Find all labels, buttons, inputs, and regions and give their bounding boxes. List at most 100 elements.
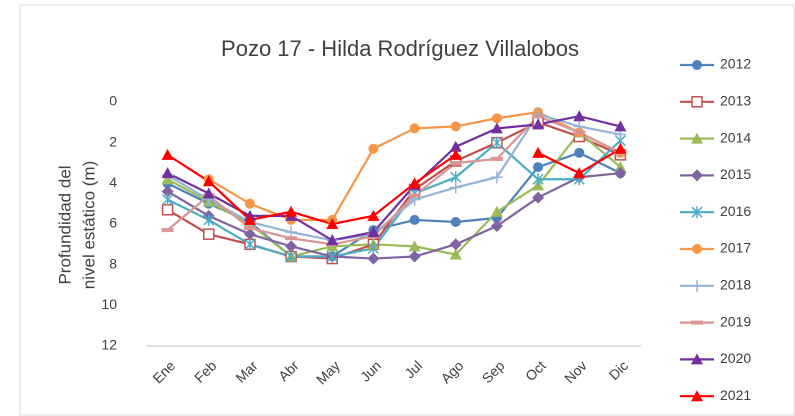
data-point — [285, 250, 297, 263]
data-point — [614, 142, 627, 154]
y-axis-title-line: Profundidad del — [55, 165, 74, 284]
data-point — [614, 120, 627, 132]
legend-label: 2018 — [720, 277, 751, 293]
data-point — [450, 216, 461, 227]
data-point — [203, 228, 215, 240]
data-point — [532, 114, 545, 119]
data-point — [202, 175, 215, 187]
data-point — [491, 113, 502, 124]
legend-label: 2019 — [720, 313, 751, 329]
data-point — [367, 226, 380, 238]
y-tick-label: 0 — [109, 93, 117, 109]
data-point — [614, 167, 627, 180]
data-point — [614, 161, 627, 173]
data-point — [573, 120, 586, 133]
legend-label: 2016 — [720, 203, 751, 219]
legend-marker — [691, 320, 703, 325]
series-line — [166, 114, 621, 246]
y-axis-title: Profundidad del nivel estático (m) — [55, 161, 98, 289]
data-point — [202, 187, 215, 199]
chart-title: Pozo 17 - Hilda Rodríguez Villalobos — [221, 36, 579, 61]
data-point — [408, 250, 421, 263]
data-point — [573, 110, 586, 122]
legend-marker — [692, 60, 702, 70]
data-point — [243, 226, 256, 231]
data-point — [490, 171, 503, 184]
chart-frame — [19, 4, 795, 416]
data-point — [285, 226, 298, 239]
data-point — [203, 213, 215, 226]
data-point — [409, 214, 420, 225]
data-point — [449, 181, 462, 194]
data-point — [490, 205, 503, 217]
data-point — [162, 193, 174, 206]
data-point — [532, 173, 544, 186]
y-tick-label: 8 — [109, 255, 117, 271]
data-point — [243, 228, 256, 241]
data-point — [368, 143, 379, 154]
data-point — [490, 122, 503, 134]
data-point — [491, 136, 503, 149]
legend-label: 2012 — [720, 56, 751, 72]
data-point — [449, 148, 462, 160]
data-point — [161, 185, 174, 198]
data-point — [574, 147, 585, 158]
data-point — [161, 167, 174, 179]
data-point — [408, 240, 421, 252]
legend-label: 2021 — [720, 387, 751, 403]
data-point — [490, 156, 503, 161]
y-tick-label: 2 — [109, 133, 117, 149]
data-point — [161, 204, 174, 216]
legend-marker — [691, 279, 703, 292]
legend-label: 2020 — [720, 350, 751, 366]
data-point — [285, 236, 298, 241]
data-point — [573, 130, 586, 135]
y-tick-label: 4 — [109, 174, 117, 190]
data-point — [573, 167, 586, 179]
data-point — [244, 198, 255, 209]
data-point — [326, 218, 339, 229]
data-point — [285, 205, 298, 217]
series-line — [167, 172, 621, 260]
data-point — [533, 162, 544, 173]
data-point — [532, 118, 545, 130]
data-point — [161, 228, 174, 233]
legend-marker — [692, 244, 702, 254]
data-point — [409, 123, 420, 134]
data-point — [532, 146, 545, 158]
legend-marker — [691, 390, 703, 402]
data-point — [326, 234, 339, 246]
y-tick-label: 10 — [101, 296, 117, 312]
legend-label: 2017 — [720, 240, 751, 256]
legend-label: 2015 — [720, 166, 751, 182]
legend-label: 2014 — [720, 129, 751, 145]
legend-marker — [691, 132, 703, 144]
data-point — [532, 191, 545, 204]
data-point — [450, 121, 461, 132]
data-point — [367, 209, 380, 221]
legend-marker — [691, 206, 703, 219]
data-point — [408, 177, 421, 189]
data-point — [450, 171, 462, 184]
series-line — [167, 130, 622, 258]
data-point — [449, 161, 462, 165]
legend-marker — [691, 353, 703, 365]
data-point — [243, 213, 256, 225]
legend-marker — [691, 96, 703, 108]
data-point — [285, 240, 298, 253]
y-tick-label: 12 — [101, 337, 117, 353]
legend-label: 2013 — [720, 93, 751, 109]
y-tick-label: 6 — [109, 215, 117, 231]
data-point — [490, 220, 503, 233]
data-point — [326, 250, 338, 263]
data-point — [161, 148, 174, 160]
data-point — [449, 238, 462, 251]
legend-marker — [691, 169, 703, 182]
series-line — [167, 139, 622, 258]
data-point — [449, 248, 462, 260]
data-point — [244, 238, 256, 251]
y-axis-title-line: nivel estático (m) — [79, 161, 98, 289]
data-point — [367, 242, 379, 255]
data-point — [449, 140, 462, 152]
